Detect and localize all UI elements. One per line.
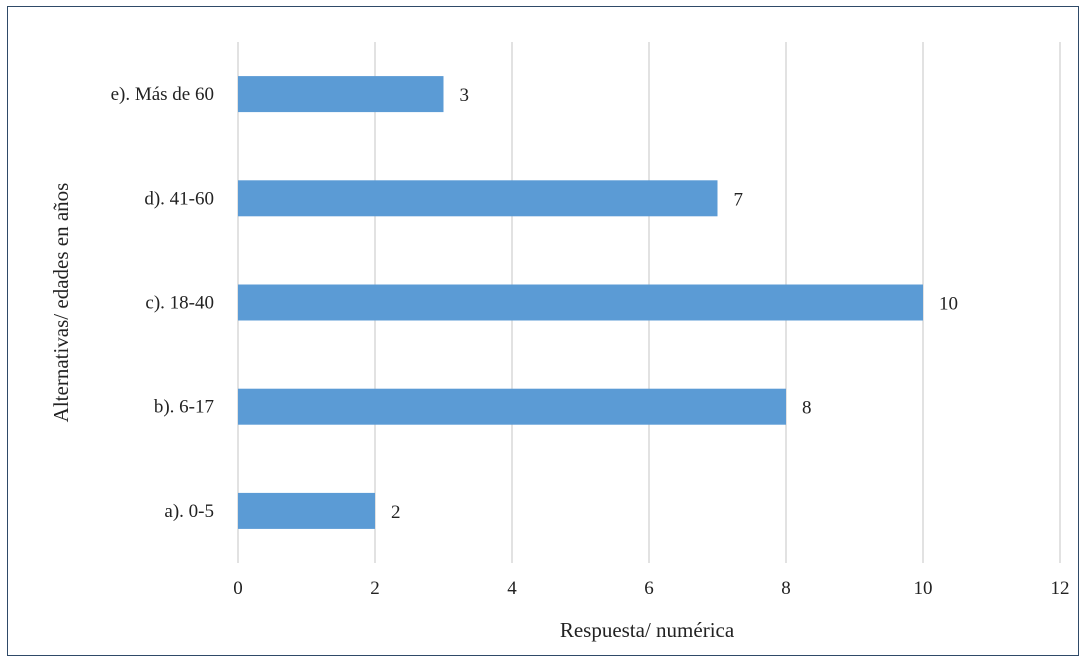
- category-labels: a). 0-5 b). 6-17 c). 18-40 d). 41-60 e). Más…: [111, 84, 214, 522]
- data-label: 3: [460, 85, 470, 106]
- bar: [238, 492, 375, 529]
- category-label: a). 0-5: [164, 501, 214, 522]
- x-tick-label: 12: [1051, 578, 1070, 599]
- bar: [238, 388, 786, 425]
- data-label: 8: [802, 398, 812, 419]
- bar: [238, 76, 444, 113]
- x-tick-label: 2: [370, 578, 380, 599]
- category-label: b). 6-17: [154, 397, 214, 418]
- category-label: c). 18-40: [145, 293, 214, 314]
- bars: [238, 76, 923, 529]
- data-label: 10: [939, 294, 958, 315]
- x-axis-title: Respuesta/ numérica: [560, 618, 735, 642]
- x-tick-label: 8: [781, 578, 791, 599]
- x-tick-label: 6: [644, 578, 654, 599]
- bar: [238, 284, 923, 321]
- x-tick-label: 0: [233, 578, 243, 599]
- chart-frame: [7, 6, 1079, 656]
- category-label: d). 41-60: [144, 188, 214, 209]
- x-tick-label: 10: [914, 578, 933, 599]
- data-label: 7: [734, 189, 744, 210]
- data-labels: 2 8 10 7 3: [391, 85, 958, 523]
- x-tick-label: 4: [507, 578, 517, 599]
- bar: [238, 180, 718, 217]
- y-axis-title: Alternativas/ edades en años: [49, 183, 73, 423]
- data-label: 2: [391, 502, 401, 523]
- category-label: e). Más de 60: [111, 84, 214, 105]
- x-tick-labels: 0 2 4 6 8 10 12: [233, 578, 1069, 599]
